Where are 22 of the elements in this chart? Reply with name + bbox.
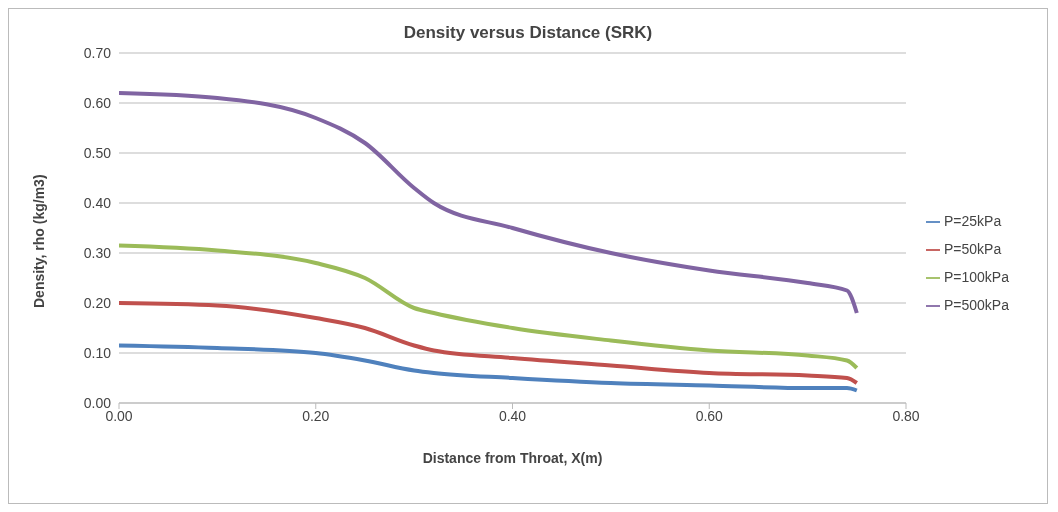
- x-tick-label: 0.60: [695, 407, 724, 424]
- x-tick-label: 0.80: [892, 407, 920, 424]
- legend-label: P=25kPa: [944, 213, 1002, 229]
- y-tick-label: 0.30: [83, 244, 112, 261]
- y-tick-label: 0.50: [83, 144, 112, 161]
- legend-label: P=100kPa: [944, 269, 1009, 285]
- x-axis-title: Distance from Throat, X(m): [422, 450, 603, 466]
- y-tick-label: 0.10: [83, 344, 112, 361]
- line-series: [119, 343, 859, 393]
- y-tick-label: 0.40: [83, 194, 112, 211]
- line-series: [119, 91, 859, 315]
- x-tick-label: 0.40: [498, 407, 527, 424]
- x-tick-label: 0.20: [302, 407, 330, 424]
- line-series: [119, 301, 859, 385]
- y-tick-label: 0.20: [83, 294, 112, 311]
- y-tick-label: 0.60: [83, 94, 112, 111]
- line-series: [119, 243, 859, 370]
- y-tick-label: 0.70: [83, 44, 112, 61]
- legend-label: P=500kPa: [944, 297, 1009, 313]
- y-axis-title: Density, rho (kg/m3): [30, 174, 47, 308]
- chart-title: Density versus Distance (SRK): [402, 23, 654, 43]
- legend-label: P=50kPa: [944, 241, 1002, 257]
